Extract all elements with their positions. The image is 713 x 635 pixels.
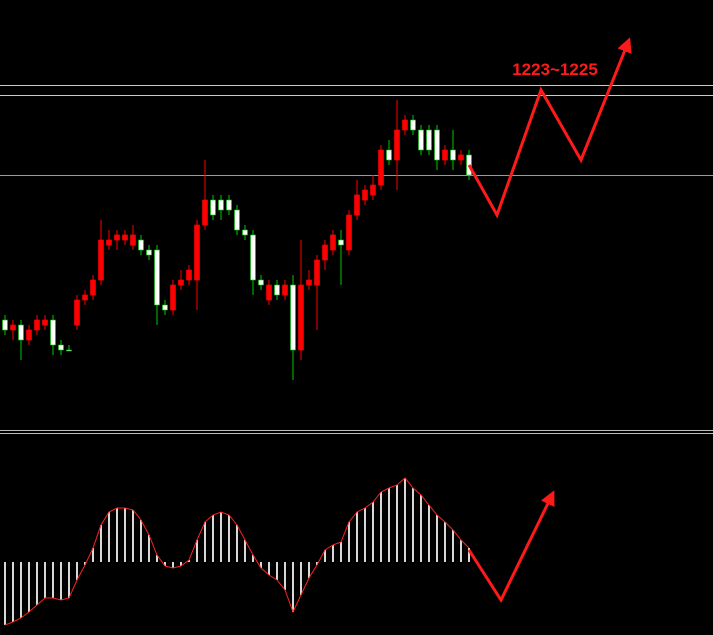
candle-body bbox=[370, 184, 376, 196]
candle-body bbox=[170, 284, 176, 311]
candle-body bbox=[74, 299, 80, 326]
candle-body bbox=[282, 284, 288, 296]
candle-body bbox=[306, 279, 312, 286]
candle-body bbox=[426, 129, 432, 151]
candle-body bbox=[66, 349, 72, 352]
candle-body bbox=[10, 324, 16, 331]
annotation: 1223~1225 bbox=[512, 60, 598, 79]
candle-body bbox=[274, 284, 280, 296]
candle-body bbox=[138, 239, 144, 251]
candle-body bbox=[410, 119, 416, 131]
candle-body bbox=[98, 239, 104, 281]
candle-body bbox=[58, 344, 64, 351]
candle-body bbox=[2, 319, 8, 331]
candle-body bbox=[298, 284, 304, 351]
candle-body bbox=[186, 269, 192, 281]
candle-body bbox=[450, 149, 456, 161]
candle-body bbox=[330, 234, 336, 251]
projection-arrow bbox=[467, 37, 632, 219]
candle-body bbox=[194, 224, 200, 281]
candle-body bbox=[26, 329, 32, 341]
candle-body bbox=[130, 234, 136, 246]
candle-body bbox=[178, 279, 184, 286]
candle-body bbox=[346, 214, 352, 251]
candle-body bbox=[114, 234, 120, 241]
candle-body bbox=[146, 249, 152, 256]
candle-body bbox=[418, 129, 424, 151]
candle-body bbox=[90, 279, 96, 296]
candle-body bbox=[218, 199, 224, 211]
candle-body bbox=[378, 149, 384, 186]
candle-body bbox=[314, 259, 320, 286]
candle-body bbox=[82, 294, 88, 301]
candle-body bbox=[210, 199, 216, 216]
candle-body bbox=[18, 324, 24, 341]
candle-body bbox=[394, 129, 400, 161]
candle-body bbox=[242, 229, 248, 236]
candle-body bbox=[258, 279, 264, 286]
candle-body bbox=[266, 284, 272, 301]
candle-body bbox=[442, 149, 448, 161]
candle-body bbox=[386, 149, 392, 161]
candle-body bbox=[226, 199, 232, 211]
candle-body bbox=[154, 249, 160, 306]
candle-body bbox=[458, 154, 464, 161]
candle-body bbox=[362, 189, 368, 201]
candle-body bbox=[250, 234, 256, 281]
histogram-line bbox=[4, 477, 470, 626]
candle-body bbox=[106, 239, 112, 246]
candle-body bbox=[322, 244, 328, 261]
candle-body bbox=[34, 319, 40, 331]
candle-body bbox=[234, 209, 240, 231]
candle-body bbox=[202, 199, 208, 226]
candle-body bbox=[290, 284, 296, 351]
candle-body bbox=[354, 194, 360, 216]
candle-body bbox=[42, 319, 48, 326]
candle-body bbox=[122, 234, 128, 241]
candle-body bbox=[162, 304, 168, 311]
candle-body bbox=[434, 129, 440, 161]
projection-arrow bbox=[467, 490, 555, 604]
candle-body bbox=[338, 239, 344, 246]
candle-body bbox=[402, 119, 408, 131]
candle-body bbox=[50, 319, 56, 346]
